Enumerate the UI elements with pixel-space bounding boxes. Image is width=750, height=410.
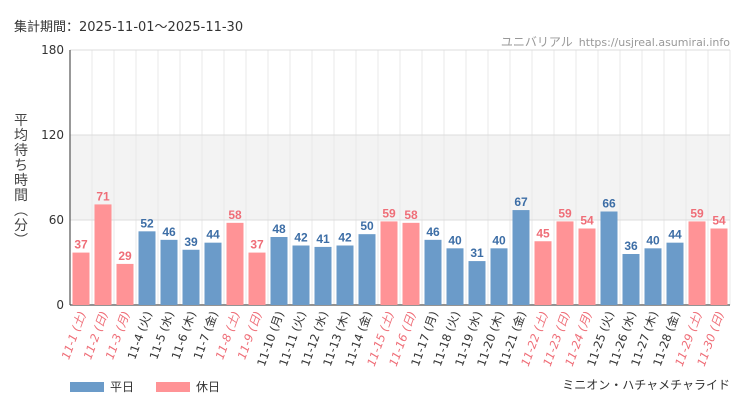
- bar: [666, 242, 684, 305]
- bar: [160, 239, 178, 305]
- chart-title: ミニオン・ハチャメチャライド: [562, 378, 730, 392]
- bar: [380, 221, 398, 305]
- bar: [534, 241, 552, 305]
- bar: [424, 239, 442, 305]
- bar: [204, 242, 222, 305]
- bar-value-label: 40: [492, 233, 506, 247]
- bar-value-label: 48: [272, 222, 286, 236]
- legend: 平日 休日: [70, 378, 220, 395]
- legend-label-weekday: 平日: [110, 380, 135, 394]
- bar-value-label: 42: [294, 231, 308, 245]
- bar-value-label: 54: [580, 214, 594, 228]
- bar-value-label: 40: [448, 233, 462, 247]
- bar: [336, 245, 354, 305]
- legend-item-weekday[interactable]: 平日: [70, 378, 134, 395]
- bar-value-label: 45: [536, 226, 550, 240]
- bar-value-label: 37: [250, 238, 264, 252]
- bar-value-label: 66: [602, 197, 616, 211]
- bar-value-label: 54: [712, 214, 726, 228]
- bar-value-label: 59: [382, 206, 396, 220]
- bar: [622, 254, 640, 305]
- credit-name: ユニバリアル: [500, 35, 573, 49]
- bar: [270, 237, 288, 305]
- collection-period: 集計期間：2025-11-01〜2025-11-30: [14, 20, 244, 35]
- y-tick-label: 120: [41, 128, 64, 142]
- bar: [94, 204, 112, 305]
- bar-value-label: 52: [140, 216, 154, 230]
- bar: [578, 228, 596, 305]
- bar-value-label: 71: [96, 189, 110, 203]
- bar-value-label: 67: [514, 195, 528, 209]
- legend-swatch-weekday: [70, 381, 104, 392]
- bar: [248, 252, 266, 305]
- bar-value-label: 50: [360, 219, 374, 233]
- legend-swatch-holiday: [156, 381, 191, 392]
- bar: [72, 252, 90, 305]
- site-credit: ユニバリアル https://usjreal.asumirai.info: [501, 33, 730, 50]
- y-tick-label: 60: [49, 213, 64, 227]
- bar: [402, 222, 420, 305]
- bar-value-label: 58: [404, 208, 418, 222]
- bar: [226, 222, 244, 305]
- bar: [710, 228, 728, 305]
- bar-value-label: 41: [316, 232, 330, 246]
- bar-value-label: 40: [646, 233, 660, 247]
- bar-value-label: 59: [690, 206, 704, 220]
- y-tick-label: 0: [56, 298, 64, 312]
- bar-value-label: 59: [558, 206, 572, 220]
- bar: [116, 263, 134, 305]
- bar-value-label: 46: [426, 225, 440, 239]
- bar: [688, 221, 706, 305]
- bar: [644, 248, 662, 305]
- bar-value-label: 44: [206, 228, 220, 242]
- bar: [490, 248, 508, 305]
- bar: [446, 248, 464, 305]
- bar: [138, 231, 156, 305]
- bar: [182, 249, 200, 305]
- bar: [292, 245, 310, 305]
- bar: [314, 246, 332, 305]
- bar-value-label: 31: [470, 246, 484, 260]
- bar: [600, 211, 618, 305]
- y-axis-label: 平均待ち時間（分）: [12, 112, 28, 248]
- y-tick-label: 180: [41, 43, 64, 57]
- bar-value-label: 29: [118, 249, 132, 263]
- bar: [512, 210, 530, 305]
- credit-site: https://usjreal.asumirai.info: [578, 36, 730, 49]
- bar: [556, 221, 574, 305]
- bar-value-label: 58: [228, 208, 242, 222]
- bar-value-label: 42: [338, 231, 352, 245]
- bar-value-label: 46: [162, 225, 176, 239]
- bar-value-label: 37: [74, 238, 88, 252]
- legend-item-holiday[interactable]: 休日: [156, 378, 220, 395]
- legend-label-holiday: 休日: [196, 380, 221, 394]
- bar: [468, 261, 486, 305]
- bar-value-label: 39: [184, 235, 198, 249]
- bar: [358, 234, 376, 305]
- bar-value-label: 44: [668, 228, 682, 242]
- bar-value-label: 36: [624, 239, 638, 253]
